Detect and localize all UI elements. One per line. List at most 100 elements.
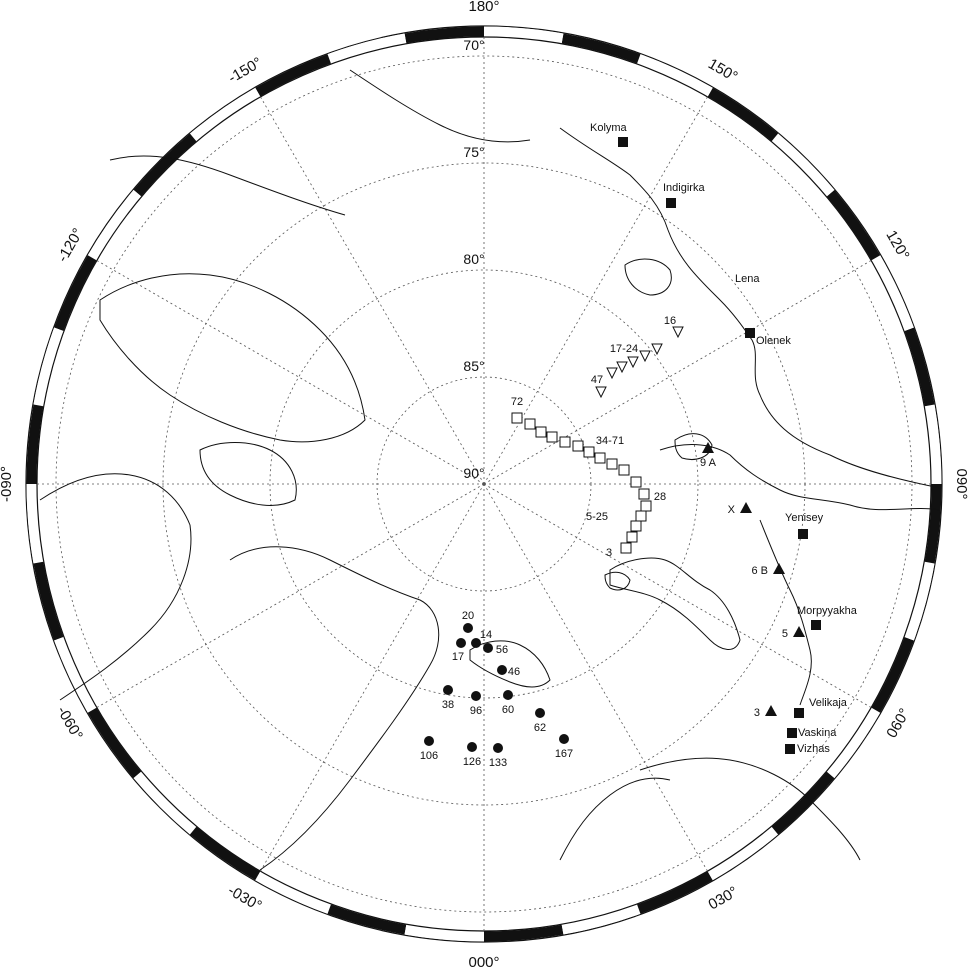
siberia-coast bbox=[559, 127, 941, 489]
open-square-marker bbox=[559, 436, 571, 448]
kola-coast bbox=[639, 757, 861, 861]
open-square-marker bbox=[640, 500, 652, 512]
longitude-label: 030° bbox=[706, 883, 741, 913]
meridian-line bbox=[96, 483, 485, 708]
longitude-label: 120° bbox=[882, 228, 912, 263]
triangle-site-marker bbox=[765, 705, 777, 716]
open-square-marker bbox=[626, 531, 638, 543]
open-square-label: 3 bbox=[606, 547, 612, 559]
river-station-marker bbox=[745, 328, 755, 338]
open-square-marker bbox=[630, 520, 642, 532]
frame-segment bbox=[561, 33, 641, 64]
greenland-coast bbox=[229, 546, 440, 871]
longitude-label: -030° bbox=[225, 882, 265, 915]
frame-segment bbox=[707, 87, 779, 142]
latitude-label: 90° bbox=[463, 465, 484, 481]
circle-site-label: 126 bbox=[463, 756, 481, 768]
circle-site-marker bbox=[463, 623, 473, 633]
frame-segment bbox=[133, 771, 197, 835]
graticule bbox=[37, 37, 931, 931]
franz-josef-land bbox=[604, 571, 631, 591]
triangle-sites: 9 A X 6 B 5 3 bbox=[700, 442, 805, 719]
novaya-zemlya bbox=[609, 557, 741, 650]
meridian-line bbox=[260, 96, 485, 485]
circle-site-marker bbox=[471, 691, 481, 701]
open-triangle-marker bbox=[595, 386, 607, 399]
triangle-site-marker bbox=[702, 442, 714, 453]
latitude-label: 80° bbox=[463, 251, 484, 267]
new-siberian-islands bbox=[624, 258, 672, 296]
triangle-site-marker bbox=[793, 626, 805, 637]
frame-segment bbox=[26, 483, 44, 564]
river-station-marker bbox=[798, 529, 808, 539]
latitude-label: 75° bbox=[463, 144, 484, 160]
frame-segment bbox=[54, 637, 97, 713]
open-square-marker bbox=[630, 476, 642, 488]
canada-archipelago bbox=[99, 273, 366, 443]
frame-segment bbox=[771, 771, 835, 835]
circle-site-marker bbox=[471, 638, 481, 648]
taymyr-coast bbox=[659, 444, 941, 511]
frame-segment bbox=[327, 33, 407, 64]
frame-segment bbox=[904, 561, 935, 641]
chukotka-coast bbox=[349, 69, 531, 143]
circle-site-label: 20 bbox=[462, 610, 474, 622]
triangle-site-label: 5 bbox=[782, 628, 788, 640]
hudson-coast bbox=[39, 473, 192, 701]
open-triangle-label: 17-24 bbox=[610, 343, 638, 355]
river-station-label: Velikaja bbox=[809, 697, 848, 709]
meridian-line bbox=[260, 483, 485, 872]
circle-site-label: 14 bbox=[480, 629, 492, 641]
circle-site-label: 60 bbox=[502, 704, 514, 716]
circle-site-label: 17 bbox=[452, 651, 464, 663]
open-square-marker bbox=[594, 452, 606, 464]
longitude-label: -150° bbox=[225, 54, 265, 87]
meridian-line bbox=[483, 96, 708, 485]
severnaya-zemlya bbox=[674, 433, 713, 460]
frame-segment bbox=[33, 327, 64, 407]
circle-site-label: 46 bbox=[508, 666, 520, 678]
frame-segment bbox=[87, 189, 142, 261]
open-triangle-marker bbox=[616, 361, 628, 374]
river-station-marker bbox=[794, 708, 804, 718]
longitude-label: 090° bbox=[953, 468, 968, 499]
canada-islands-2 bbox=[199, 442, 297, 506]
circle-site-label: 56 bbox=[496, 644, 508, 656]
latitude-label: 70° bbox=[463, 37, 484, 53]
river-station-marker bbox=[618, 137, 628, 147]
longitude-label: 150° bbox=[705, 55, 740, 85]
open-triangle-transect: 16 17-24 47 bbox=[591, 315, 684, 399]
open-square-label: 72 bbox=[511, 396, 523, 408]
circle-site-label: 106 bbox=[420, 750, 438, 762]
scandinavia-coast bbox=[559, 777, 671, 861]
circle-site-marker bbox=[559, 734, 569, 744]
river-station-label: Morpyyakha bbox=[797, 605, 858, 617]
frame-segment bbox=[904, 327, 935, 407]
frame-segment bbox=[637, 54, 713, 97]
frame-segment bbox=[133, 133, 197, 197]
frame-segment bbox=[255, 871, 331, 914]
frame-segment bbox=[826, 707, 881, 779]
circle-site-marker bbox=[493, 743, 503, 753]
open-triangle-marker bbox=[639, 350, 651, 363]
triangle-site-label: X bbox=[728, 504, 736, 516]
frame-segment bbox=[404, 924, 485, 942]
triangle-site-label: 6 B bbox=[751, 565, 768, 577]
circle-site-marker bbox=[467, 742, 477, 752]
circle-site-label: 62 bbox=[534, 722, 546, 734]
open-square-marker bbox=[583, 446, 595, 458]
river-station-label: Olenek bbox=[756, 335, 791, 347]
open-square-label: 5-25 bbox=[586, 511, 608, 523]
circle-site-label: 133 bbox=[489, 757, 507, 769]
frame-segment bbox=[33, 561, 64, 641]
river-station-label: Kolyma bbox=[590, 122, 628, 134]
frame-segment bbox=[924, 483, 942, 564]
frame-segment bbox=[924, 404, 942, 485]
latitude-circle bbox=[269, 269, 699, 699]
open-square-marker bbox=[635, 510, 647, 522]
frame-segment bbox=[871, 637, 914, 713]
open-square-transect: 72 34-71 28 5-25 3 bbox=[511, 396, 666, 559]
river-station-marker bbox=[785, 744, 795, 754]
latitude-label: 85° bbox=[463, 358, 484, 374]
